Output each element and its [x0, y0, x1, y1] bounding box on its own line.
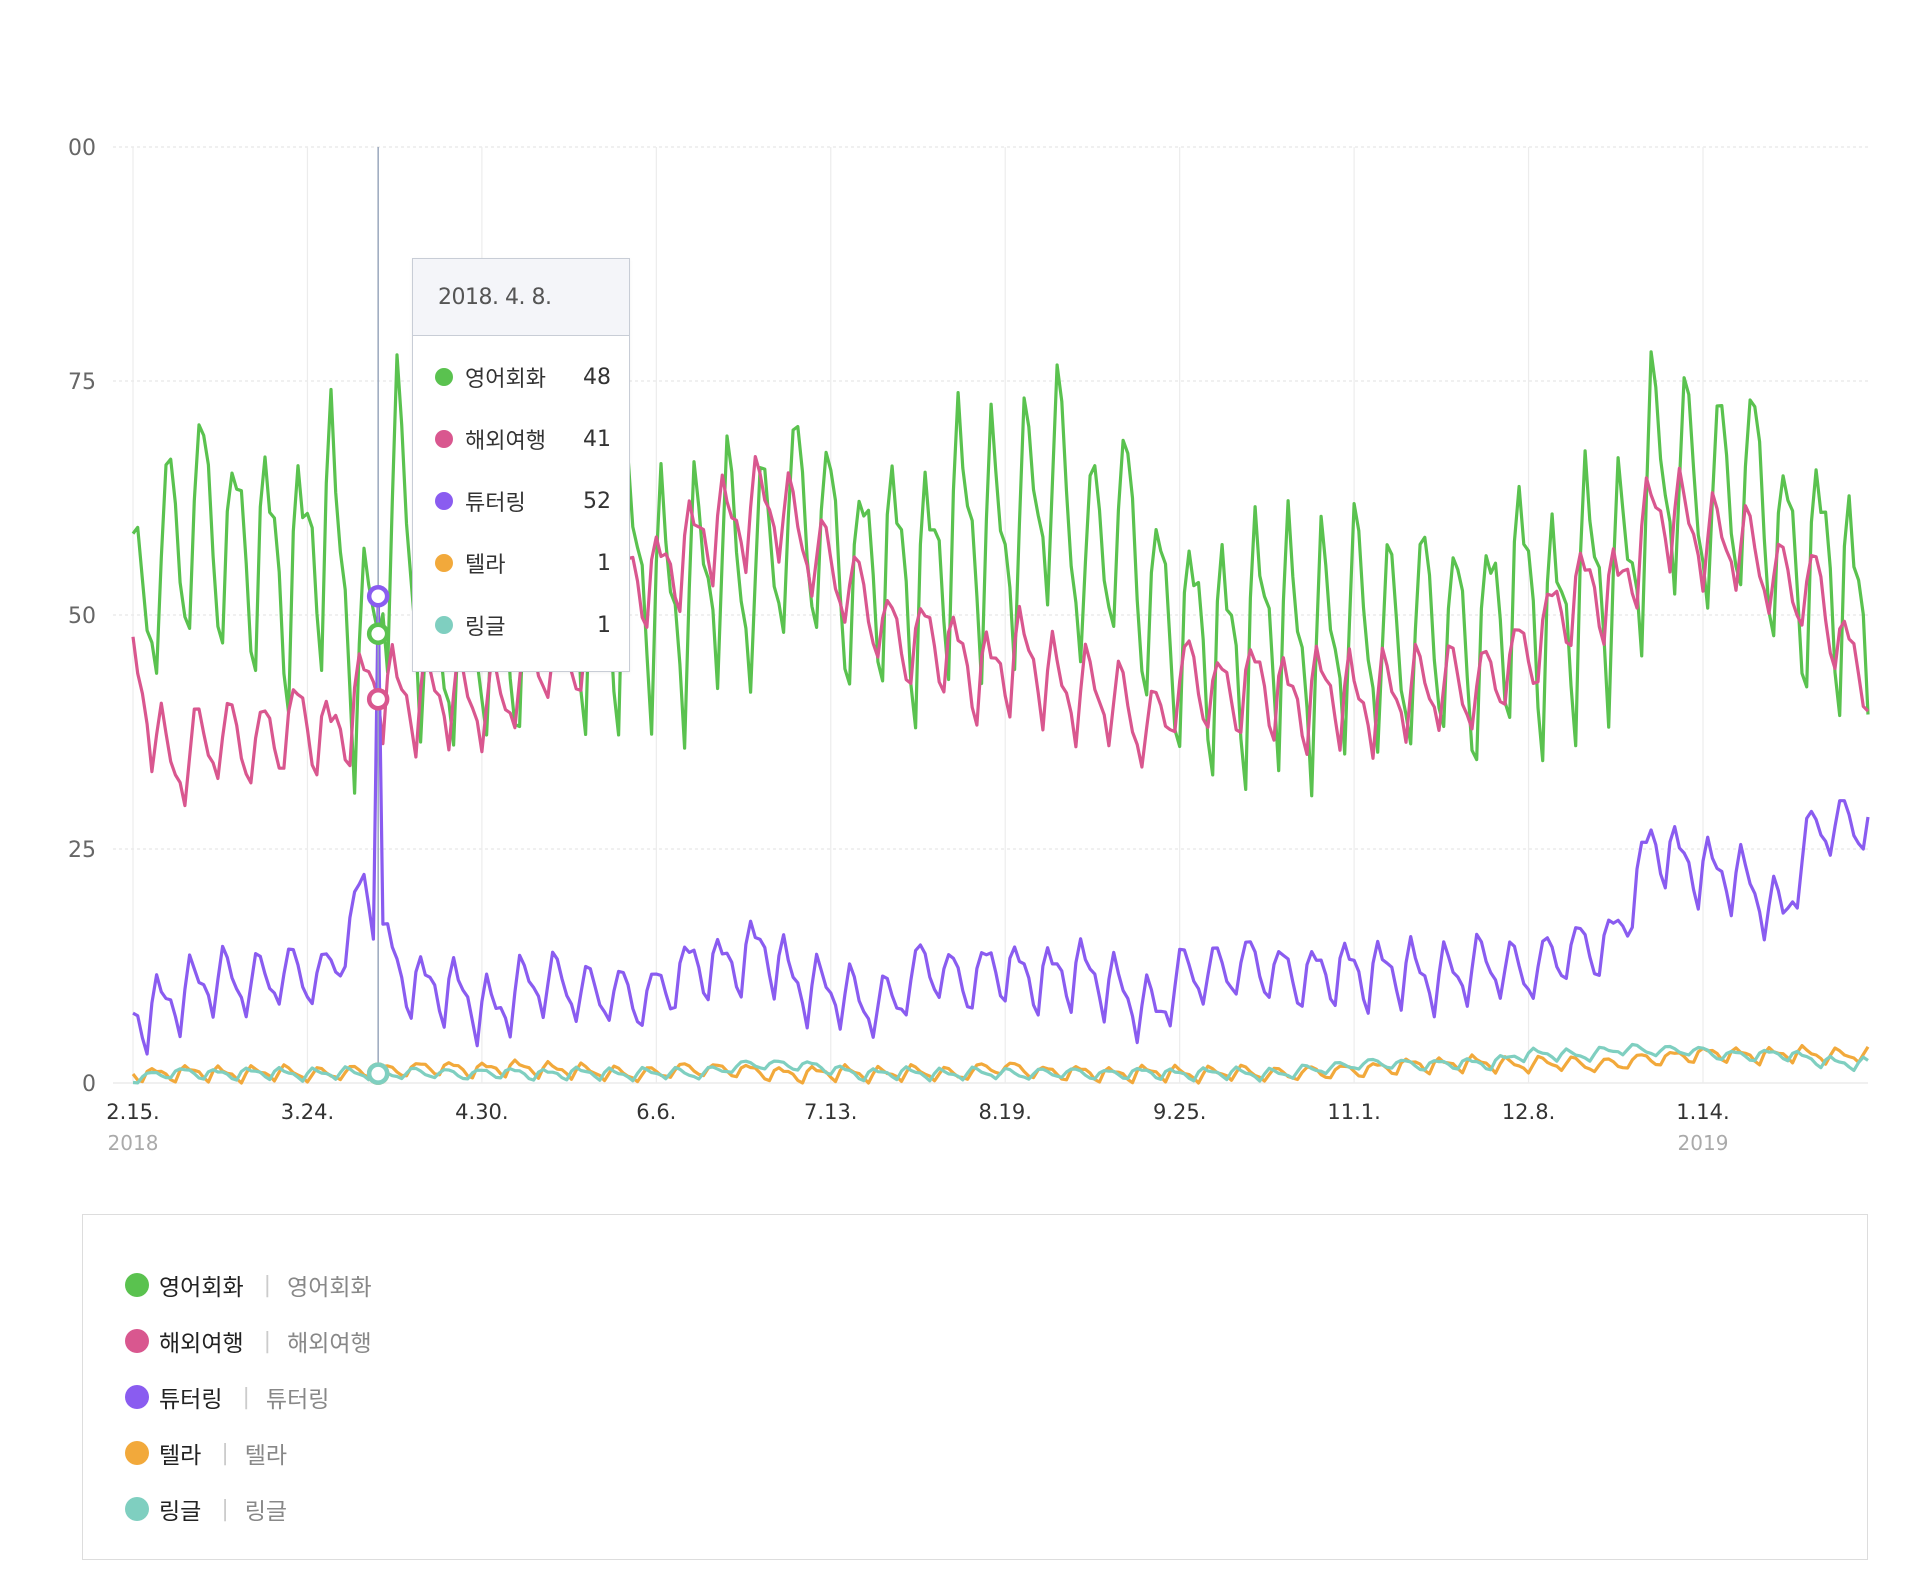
hover-point-marker — [366, 585, 390, 608]
legend-item-name: 튜터링 — [159, 1387, 223, 1413]
legend-color-dot — [125, 1273, 149, 1297]
legend-item-tella[interactable]: 텔라 | 텔라 — [83, 1425, 1867, 1481]
tooltip-series-value: 1 — [597, 612, 611, 638]
tooltip-date: 2018. 4. 8. — [413, 259, 629, 336]
legend-item-name: 해외여행 — [159, 1331, 244, 1357]
legend-color-dot — [125, 1385, 149, 1409]
hover-tooltip: 2018. 4. 8. 영어회화 48 해외여행 41 튜터링 52 텔라 1 … — [412, 258, 630, 672]
series-line — [131, 455, 1870, 808]
legend-item-name: 텔라 — [159, 1443, 202, 1469]
tooltip-series-value: 1 — [597, 550, 611, 576]
tooltip-series-name: 링글 — [465, 615, 506, 640]
legend-item-name: 영어회화 — [159, 1275, 244, 1301]
series-lines — [131, 350, 1870, 1085]
hover-point-marker — [366, 1062, 390, 1085]
tooltip-series-value: 48 — [583, 364, 611, 390]
series-line — [132, 1042, 1869, 1085]
legend-item-desc: 해외여행 — [287, 1331, 372, 1357]
series-color-dot — [435, 492, 453, 510]
tooltip-series-value: 41 — [583, 426, 611, 452]
legend-separator: | — [263, 1272, 272, 1298]
legend-item-tutoring[interactable]: 튜터링 | 튜터링 — [83, 1369, 1867, 1425]
legend-separator: | — [221, 1496, 229, 1522]
legend-item-ringle[interactable]: 링글 | 링글 — [83, 1481, 1867, 1537]
y-tick-label: 00 — [68, 136, 96, 161]
y-tick-label: 75 — [68, 370, 96, 395]
x-year-label: 2018 — [108, 1131, 159, 1155]
series-color-dot — [435, 368, 453, 386]
x-tick-label: 1.14. — [1676, 1100, 1729, 1124]
x-tick-label: 6.6. — [636, 1100, 676, 1124]
legend-separator: | — [221, 1440, 229, 1466]
x-tick-label: 3.24. — [281, 1100, 334, 1124]
tooltip-series-name: 영어회화 — [465, 367, 546, 392]
series-line — [132, 594, 1870, 1056]
legend-item-english-conversation[interactable]: 영어회화 | 영어회화 — [83, 1257, 1867, 1313]
hover-markers — [366, 147, 390, 1085]
legend-item-desc: 텔라 — [244, 1443, 288, 1469]
axis-labels: 0 25 50 75 00 2.15. 3.24. 4.30. 6.6. 7.13. 8.19. 9.… — [68, 136, 1730, 1155]
tooltip-series-name: 텔라 — [465, 553, 506, 578]
x-tick-label: 8.19. — [978, 1100, 1031, 1124]
x-tick-label: 4.30. — [455, 1100, 508, 1124]
legend-color-dot — [125, 1497, 149, 1521]
x-tick-label: 12.8. — [1502, 1100, 1555, 1124]
y-tick-label: 50 — [68, 604, 96, 629]
legend-item-desc: 튜터링 — [265, 1387, 330, 1413]
legend-item-desc: 링글 — [244, 1499, 288, 1525]
tooltip-series-name: 튜터링 — [465, 491, 526, 516]
tooltip-row-tutoring: 튜터링 52 — [413, 470, 629, 532]
tooltip-series-value: 52 — [583, 488, 611, 514]
series-line — [131, 350, 1870, 798]
chart-legend: 영어회화 | 영어회화 해외여행 | 해외여행 튜터링 | 튜터링 텔라 | 텔… — [82, 1214, 1868, 1560]
legend-color-dot — [125, 1441, 149, 1465]
tooltip-row-ringle: 링글 1 — [413, 594, 629, 656]
x-tick-label: 2.15. — [106, 1100, 159, 1124]
legend-item-name: 링글 — [159, 1499, 202, 1525]
x-tick-label: 11.1. — [1327, 1100, 1380, 1124]
legend-color-dot — [125, 1329, 149, 1353]
tooltip-row-tella: 텔라 1 — [413, 532, 629, 594]
legend-separator: | — [263, 1328, 272, 1354]
legend-item-desc: 영어회화 — [287, 1275, 372, 1301]
legend-item-overseas-travel[interactable]: 해외여행 | 해외여행 — [83, 1313, 1867, 1369]
series-color-dot — [435, 616, 453, 634]
legend-separator: | — [242, 1384, 250, 1410]
y-tick-label: 0 — [82, 1072, 96, 1097]
series-color-dot — [435, 430, 453, 448]
y-tick-label: 25 — [68, 838, 96, 863]
x-tick-label: 7.13. — [804, 1100, 857, 1124]
x-tick-label: 9.25. — [1153, 1100, 1206, 1124]
x-year-label: 2019 — [1678, 1131, 1729, 1155]
tooltip-series-name: 해외여행 — [465, 429, 546, 454]
series-color-dot — [435, 554, 453, 572]
hover-point-marker — [366, 622, 390, 645]
hover-point-marker — [366, 687, 390, 711]
tooltip-row-overseas-travel: 해외여행 41 — [413, 408, 629, 470]
tooltip-row-english-conversation: 영어회화 48 — [413, 346, 629, 408]
